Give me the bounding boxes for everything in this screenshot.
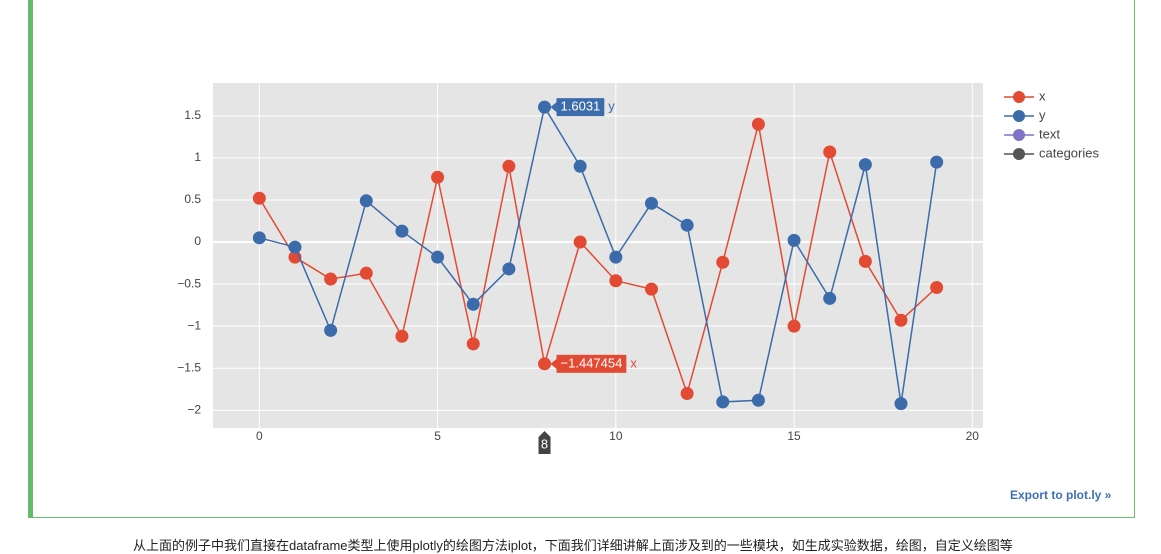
marker	[894, 397, 908, 411]
marker	[823, 291, 837, 305]
marker	[751, 117, 765, 131]
marker	[431, 170, 445, 184]
marker	[252, 231, 266, 245]
legend-marker	[1013, 91, 1025, 103]
marker	[573, 159, 587, 173]
marker	[573, 235, 587, 249]
marker	[716, 395, 730, 409]
hover-value: 1.6031	[561, 99, 601, 114]
hover-name: x	[630, 355, 637, 370]
hover-x-box	[538, 431, 551, 454]
marker	[823, 145, 837, 159]
y-tick-label: −1	[187, 318, 201, 332]
marker	[644, 196, 658, 210]
y-tick-label: −0.5	[177, 276, 201, 290]
marker	[787, 233, 801, 247]
legend-label: y	[1039, 107, 1046, 122]
marker	[359, 266, 373, 280]
x-tick-label: 10	[609, 429, 623, 443]
hover-x-label: 8	[541, 436, 548, 451]
legend-label: x	[1039, 88, 1046, 103]
marker	[716, 255, 730, 269]
chart: −2 −1.5 −1 −0.5 0 0.5 1 1.5 0 5 10 15 20 −1.447454 x 1.…	[177, 83, 1099, 454]
legend-marker	[1013, 110, 1025, 122]
marker	[538, 100, 552, 114]
hover-pointer	[550, 358, 557, 369]
hover-value: −1.447454	[561, 355, 623, 370]
marker	[324, 272, 338, 286]
x-tick-label: 5	[434, 429, 441, 443]
y-tick-label: −1.5	[177, 360, 201, 374]
marker	[538, 357, 552, 371]
series-line	[258, 124, 938, 397]
x-tick-label: 15	[787, 429, 801, 443]
legend-marker	[1013, 148, 1025, 160]
y-tick-label: 0.5	[184, 192, 201, 206]
marker	[466, 297, 480, 311]
marker	[644, 282, 658, 296]
hover-box	[556, 354, 627, 373]
marker	[787, 319, 801, 333]
marker	[751, 393, 765, 407]
marker	[894, 313, 908, 327]
marker	[930, 280, 944, 294]
marker	[930, 155, 944, 169]
marker	[288, 240, 302, 254]
marker	[395, 224, 409, 238]
marker	[359, 194, 373, 208]
hover-pointer	[550, 102, 557, 113]
notebook-cell	[28, 0, 1135, 518]
marker	[395, 329, 409, 343]
marker	[609, 250, 623, 264]
marker	[680, 218, 694, 232]
marker	[858, 254, 872, 268]
hover-label: 1.6031 y	[550, 98, 615, 117]
marker	[680, 387, 694, 400]
x-tick-label: 0	[256, 429, 263, 443]
hover-name: y	[608, 99, 615, 114]
legend-marker	[1013, 129, 1025, 141]
marker	[502, 159, 516, 173]
marker	[324, 323, 338, 337]
paragraph: 从上面的例子中我们直接在dataframe类型上使用plotly的绘图方法ipl…	[133, 538, 1013, 553]
y-tick-label: 1	[194, 150, 201, 164]
marker	[609, 274, 623, 288]
hover-box	[556, 98, 605, 117]
y-tick-label: 0	[194, 234, 201, 248]
marker	[466, 337, 480, 351]
legend-label: categories	[1039, 145, 1099, 160]
hover-label: −1.447454 x	[550, 354, 637, 373]
legend-label: text	[1039, 126, 1060, 141]
series-line	[259, 105, 938, 404]
marker	[252, 191, 266, 205]
y-tick-label: 1.5	[184, 108, 201, 122]
marker	[431, 250, 445, 264]
x-tick-label: 20	[966, 429, 980, 443]
export-link[interactable]: Export to plot.ly »	[1010, 488, 1112, 502]
marker	[858, 158, 872, 172]
y-tick-label: −2	[187, 403, 201, 417]
marker	[502, 262, 516, 276]
